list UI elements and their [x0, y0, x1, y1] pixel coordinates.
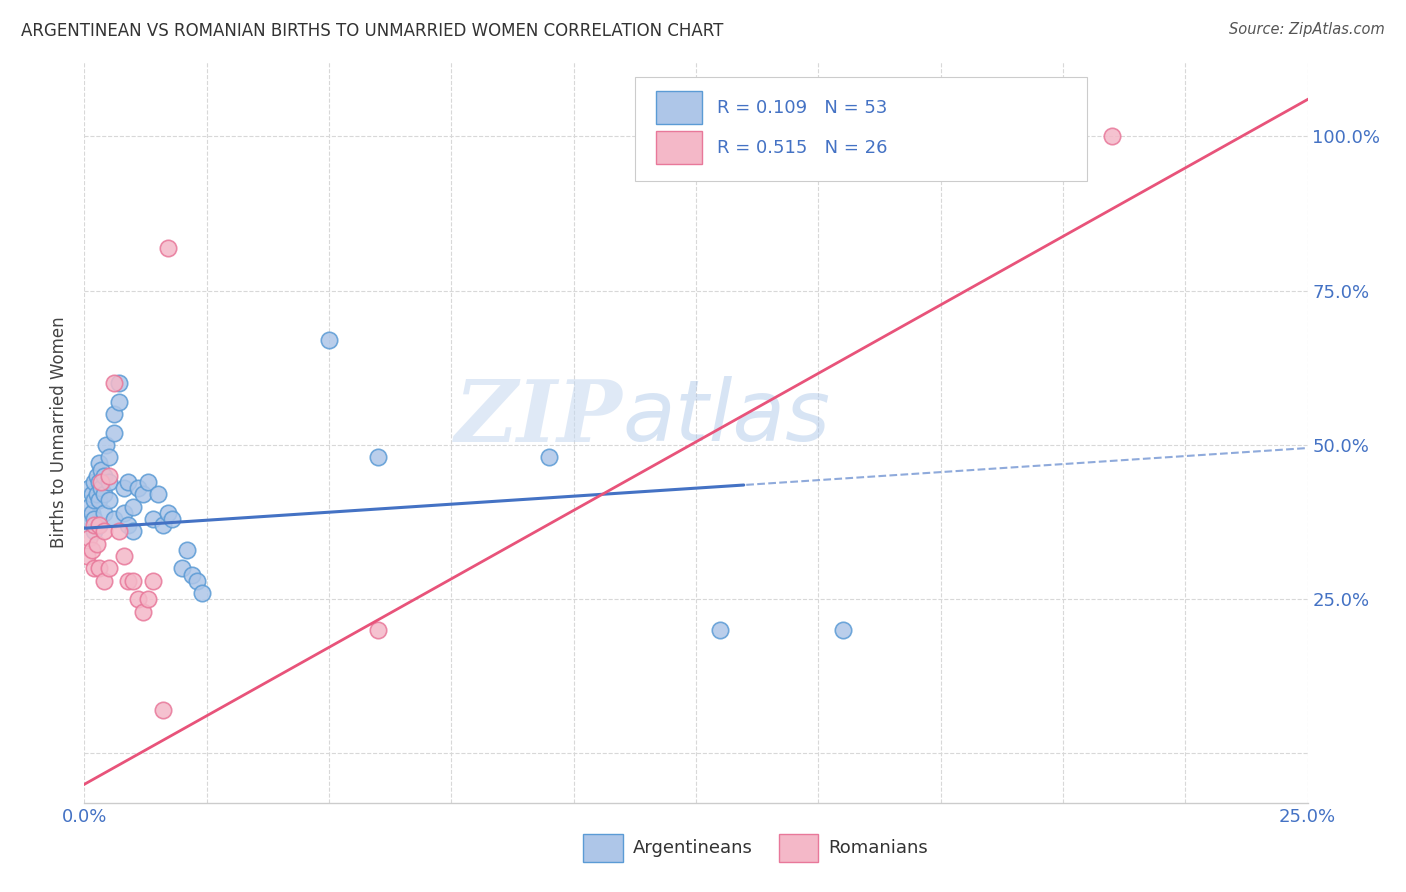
Point [709, 623, 731, 637]
Point [152, 518, 174, 533]
Point [90, 462, 112, 476]
Point [318, 333, 340, 347]
Point [107, 394, 129, 409]
Point [176, 542, 198, 557]
Point [87, 457, 110, 471]
Point [132, 487, 155, 501]
Point [103, 376, 125, 391]
Point [191, 586, 214, 600]
Point [76, 512, 98, 526]
Point [90, 481, 112, 495]
Point [93, 574, 115, 588]
Y-axis label: Births to Unmarried Women: Births to Unmarried Women [51, 317, 69, 549]
Point [103, 407, 125, 421]
Point [367, 623, 389, 637]
Text: R = 0.109   N = 53: R = 0.109 N = 53 [717, 99, 887, 117]
Point [87, 561, 110, 575]
Point [93, 524, 115, 539]
Point [122, 500, 145, 514]
Point [1101, 129, 1123, 144]
Point [97, 561, 120, 575]
Point [86, 468, 108, 483]
Point [127, 481, 149, 495]
Text: Romanians: Romanians [828, 839, 928, 857]
Point [156, 506, 179, 520]
Point [152, 703, 174, 717]
Point [142, 512, 165, 526]
Point [132, 605, 155, 619]
Point [136, 475, 159, 489]
Point [77, 481, 100, 495]
Point [136, 592, 159, 607]
Point [93, 468, 115, 483]
Point [83, 518, 105, 533]
Point [93, 506, 115, 520]
Point [117, 518, 139, 533]
Point [117, 574, 139, 588]
Point [93, 487, 115, 501]
Point [87, 493, 110, 508]
Point [112, 481, 135, 495]
Point [86, 487, 108, 501]
Point [172, 561, 194, 575]
Point [181, 567, 204, 582]
Point [103, 512, 125, 526]
Point [146, 487, 169, 501]
Point [97, 493, 120, 508]
Point [83, 493, 105, 508]
Point [112, 506, 135, 520]
Point [83, 524, 105, 539]
Text: atlas: atlas [623, 376, 831, 459]
Point [122, 524, 145, 539]
Point [103, 425, 125, 440]
Point [90, 475, 112, 489]
Point [80, 506, 103, 520]
Point [97, 475, 120, 489]
Point [77, 531, 100, 545]
Text: ZIP: ZIP [454, 376, 623, 459]
Point [186, 574, 208, 588]
Point [117, 475, 139, 489]
Text: Argentineans: Argentineans [633, 839, 752, 857]
Point [142, 574, 165, 588]
Point [76, 549, 98, 563]
Point [86, 536, 108, 550]
Point [127, 592, 149, 607]
Point [107, 376, 129, 391]
Point [367, 450, 389, 465]
Text: ARGENTINEAN VS ROMANIAN BIRTHS TO UNMARRIED WOMEN CORRELATION CHART: ARGENTINEAN VS ROMANIAN BIRTHS TO UNMARR… [21, 22, 724, 40]
Point [87, 518, 110, 533]
Point [87, 518, 110, 533]
Bar [655, 131, 702, 164]
Bar [655, 91, 702, 124]
Point [83, 475, 105, 489]
Text: R = 0.515   N = 26: R = 0.515 N = 26 [717, 138, 887, 157]
Point [156, 240, 179, 255]
Point [162, 512, 184, 526]
Point [87, 475, 110, 489]
Point [83, 561, 105, 575]
Point [97, 450, 120, 465]
Bar [583, 834, 623, 862]
Point [77, 500, 100, 514]
Point [122, 574, 145, 588]
FancyBboxPatch shape [636, 78, 1087, 181]
Text: Source: ZipAtlas.com: Source: ZipAtlas.com [1229, 22, 1385, 37]
Point [83, 512, 105, 526]
Point [96, 438, 118, 452]
Point [107, 524, 129, 539]
Point [831, 623, 853, 637]
Point [80, 542, 103, 557]
Point [538, 450, 561, 465]
Point [97, 468, 120, 483]
Point [112, 549, 135, 563]
Point [80, 487, 103, 501]
Bar [779, 834, 818, 862]
